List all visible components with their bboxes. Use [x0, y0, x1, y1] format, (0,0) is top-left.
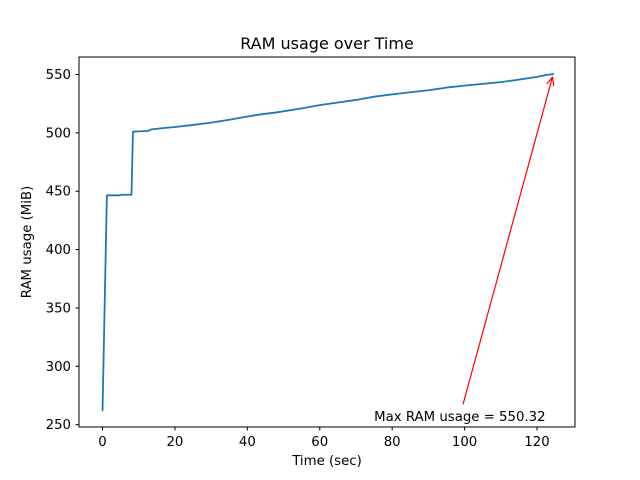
y-tick-label: 400: [46, 243, 71, 258]
plot-area: [78, 56, 576, 428]
y-tick-label: 300: [46, 360, 71, 375]
chart-title: RAM usage over Time: [240, 34, 414, 53]
x-tick-label: 120: [524, 435, 549, 450]
x-tick-label: 60: [311, 435, 328, 450]
annotation-arrow-shaft: [462, 76, 554, 405]
x-axis-label: Time (sec): [291, 454, 362, 469]
max-annotation-arrow: [462, 76, 555, 405]
x-tick-label: 20: [166, 435, 183, 450]
x-tick-label: 100: [452, 435, 477, 450]
ram-usage-line: [101, 73, 555, 412]
y-tick-label: 450: [46, 185, 71, 200]
y-tick-label: 350: [46, 301, 71, 316]
y-tick-label: 500: [46, 126, 71, 141]
y-axis-ticks: 250 300 350 400 450 500 550: [46, 68, 79, 433]
y-tick-label: 250: [46, 418, 71, 433]
annotation-arrow-head: [551, 76, 555, 87]
x-tick-label: 0: [98, 435, 106, 450]
y-axis-label: RAM usage (MiB): [20, 186, 35, 299]
x-tick-label: 40: [239, 435, 256, 450]
x-axis-ticks: 0 20 40 60 80 100 120: [98, 427, 550, 450]
x-tick-label: 80: [384, 435, 401, 450]
max-annotation-text: Max RAM usage = 550.32: [374, 410, 545, 425]
y-tick-label: 550: [46, 68, 71, 83]
annotation-arrow-head: [546, 76, 554, 85]
